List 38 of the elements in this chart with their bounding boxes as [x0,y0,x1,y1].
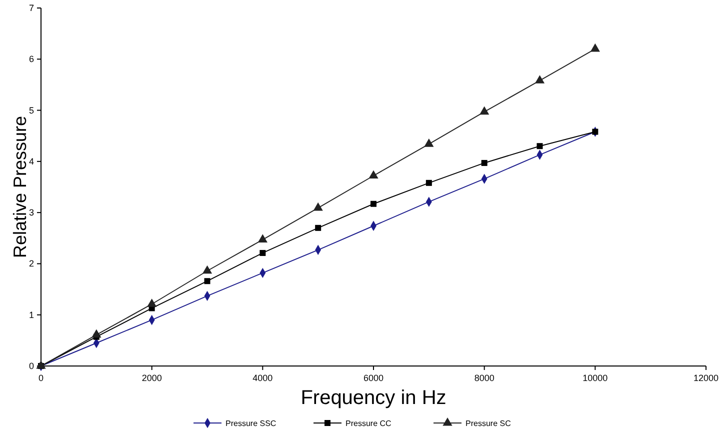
x-axis-title: Frequency in Hz [300,387,446,409]
y-tick-label: 4 [28,156,34,166]
point [534,75,545,84]
y-tick-label: 2 [28,258,34,269]
legend-label: Pressure CC [346,419,392,428]
y-tick-label: 3 [28,208,34,218]
x-tick-label: 0 [38,373,44,383]
point [368,170,378,179]
x-tick-label: 2000 [142,373,162,383]
point [260,250,266,256]
x-tick-label: 10000 [582,373,608,383]
y-tick-label: 0 [28,361,34,371]
point [590,43,600,52]
point [370,200,376,207]
y-tick-label: 5 [28,105,34,116]
point [536,143,543,150]
point [258,234,268,242]
point [313,202,323,211]
y-tick-label: 1 [28,310,34,320]
point [315,224,322,231]
point [481,160,488,166]
y-tick-label: 7 [28,3,34,13]
point [92,329,102,338]
point [36,360,46,369]
point [480,106,490,115]
legend-label: Pressure SSC [226,419,276,428]
y-axis-title: Relative Pressure [10,116,30,258]
x-tick-label: 8000 [474,373,494,383]
x-tick-label: 6000 [363,373,384,383]
point [204,278,210,284]
point [426,180,432,186]
point [202,265,212,274]
y-tick-label: 6 [28,54,34,64]
x-tick-label: 4000 [252,373,273,383]
legend-label: Pressure SC [466,419,512,428]
point [147,298,157,307]
point [424,138,434,147]
x-tick-label: 12000 [693,373,719,383]
